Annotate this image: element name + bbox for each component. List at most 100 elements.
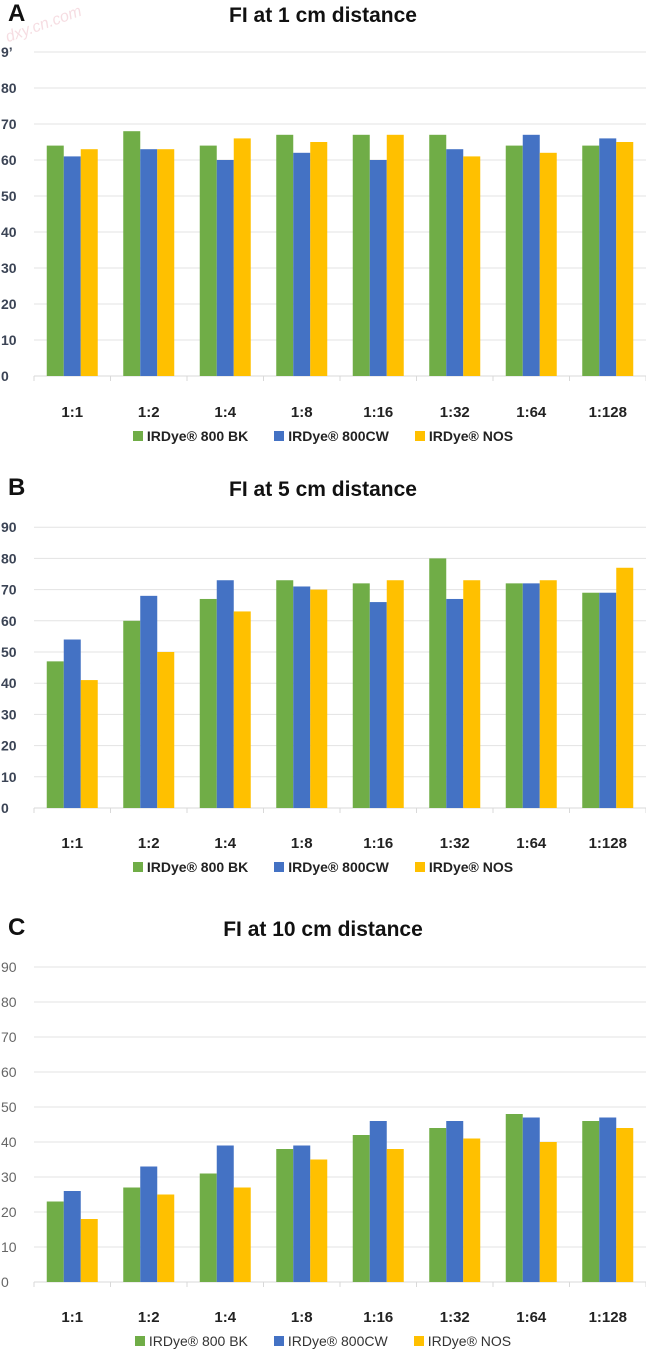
- y-tick-label: 30: [1, 706, 17, 722]
- bar: [310, 1159, 328, 1282]
- bar: [539, 580, 557, 808]
- chart-title: FI at 1 cm distance: [229, 4, 417, 27]
- bar: [463, 1138, 481, 1282]
- bar: [63, 1191, 81, 1282]
- bar: [582, 592, 600, 808]
- panel-letter: C: [8, 914, 26, 941]
- panel-letter: A: [8, 0, 26, 27]
- legend-label: IRDye® 800CW: [288, 859, 389, 875]
- bar: [123, 1187, 141, 1282]
- x-tick-label: 1:2: [138, 835, 160, 852]
- y-tick-label: 20: [1, 738, 17, 754]
- chart-title: FI at 10 cm distance: [223, 918, 423, 941]
- legend-item: IRDye® NOS: [413, 1333, 512, 1349]
- bar: [276, 580, 294, 808]
- x-tick-label: 1:1: [61, 404, 83, 421]
- legend-label: IRDye® 800CW: [287, 1333, 388, 1349]
- bar: [199, 1173, 217, 1282]
- bar: [599, 1117, 617, 1282]
- x-tick-label: 1:32: [440, 835, 470, 852]
- x-tick-label: 1:1: [61, 835, 83, 852]
- bar: [310, 142, 328, 376]
- x-tick-label: 1:4: [214, 404, 236, 421]
- panel-letter: B: [8, 474, 26, 501]
- legend-swatch: [132, 862, 143, 872]
- legend-item: IRDye® NOS: [414, 428, 513, 444]
- bar: [216, 160, 234, 376]
- y-tick-label: 60: [1, 152, 17, 168]
- x-tick-label: 1:2: [138, 1309, 160, 1326]
- y-tick-label: 50: [1, 644, 17, 660]
- bar: [616, 1128, 634, 1282]
- legend-item: IRDye® 800CW: [273, 1333, 388, 1349]
- bar: [157, 652, 175, 808]
- legend-c: IRDye® 800 BK IRDye® 800CW IRDye® NOS: [0, 1333, 646, 1349]
- bar: [429, 1128, 447, 1282]
- y-tick-label: 80: [1, 80, 17, 96]
- x-tick-label: 1:8: [291, 835, 313, 852]
- bar: [522, 134, 540, 376]
- x-tick-label: 1:64: [516, 1309, 547, 1326]
- bar: [46, 1201, 64, 1282]
- bar: [233, 1187, 251, 1282]
- legend-label: IRDye® NOS: [428, 859, 514, 875]
- x-tick-label: 1:2: [138, 404, 160, 421]
- x-tick-label: 1:1: [61, 1309, 83, 1326]
- bar: [310, 589, 328, 808]
- bar: [352, 583, 370, 808]
- y-tick-label: 40: [1, 1134, 17, 1150]
- legend-swatch: [273, 1336, 284, 1346]
- y-tick-label: 40: [1, 224, 17, 240]
- bar: [46, 661, 64, 808]
- y-tick-label: 40: [1, 675, 17, 691]
- bar: [505, 583, 523, 808]
- bar: [276, 1149, 294, 1282]
- legend-item: IRDye® 800 BK: [132, 859, 248, 875]
- bar: [199, 145, 217, 376]
- legend-swatch: [132, 431, 143, 441]
- y-tick-label: 20: [1, 1204, 17, 1220]
- bar: [582, 1121, 600, 1282]
- y-tick-label: 50: [1, 188, 17, 204]
- legend-swatch: [413, 1336, 424, 1346]
- bar: [140, 595, 158, 808]
- x-tick-label: 1:128: [589, 1309, 627, 1326]
- legend-item: IRDye® NOS: [414, 859, 514, 875]
- legend-label: IRDye® NOS: [427, 1333, 512, 1349]
- y-tick-label: 10: [1, 769, 17, 785]
- y-tick-label: 70: [1, 582, 17, 598]
- y-tick-label: 30: [1, 260, 17, 276]
- x-tick-label: 1:8: [291, 404, 313, 421]
- y-tick-label: 10: [1, 332, 17, 348]
- x-tick-label: 1:64: [516, 835, 547, 852]
- bar: [352, 1135, 370, 1282]
- x-tick-label: 1:128: [589, 835, 627, 852]
- legend-swatch: [274, 431, 285, 441]
- x-tick-label: 1:32: [440, 404, 470, 421]
- y-tick-label: 90: [1, 519, 17, 535]
- bar: [599, 592, 617, 808]
- legend-swatch: [274, 862, 285, 872]
- legend-label: IRDye® 800 BK: [146, 428, 249, 444]
- bar: [616, 567, 634, 808]
- y-tick-label: 0: [1, 1274, 9, 1290]
- bar: [199, 598, 217, 808]
- bar: [293, 586, 311, 808]
- y-tick-label: 60: [1, 1064, 17, 1080]
- bar: [463, 580, 481, 808]
- bar: [233, 611, 251, 808]
- bar: [63, 156, 81, 376]
- bar: [369, 1121, 387, 1282]
- legend-item: IRDye® 800 BK: [134, 1333, 248, 1349]
- bar: [80, 1219, 98, 1282]
- bar: [46, 145, 64, 376]
- legend-item: IRDye® 800 BK: [132, 428, 249, 444]
- y-tick-label: 80: [1, 994, 17, 1010]
- x-tick-label: 1:4: [214, 835, 236, 852]
- y-tick-label: 70: [1, 1029, 17, 1045]
- bar-chart-b: 0 10 20 30 40 50 60 70 80 90 1:1 1:2 1:4 1:8 1:16 1:32 1…: [1, 519, 646, 852]
- y-tick-label: 0: [1, 368, 9, 384]
- y-tick-label: 20: [1, 296, 17, 312]
- bar: [505, 145, 523, 376]
